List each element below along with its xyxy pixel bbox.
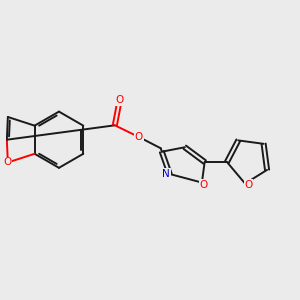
Text: O: O [3, 158, 11, 167]
Text: O: O [116, 95, 124, 105]
Text: O: O [135, 132, 143, 142]
Text: N: N [162, 169, 170, 179]
Text: O: O [244, 180, 253, 190]
Text: O: O [200, 180, 208, 190]
